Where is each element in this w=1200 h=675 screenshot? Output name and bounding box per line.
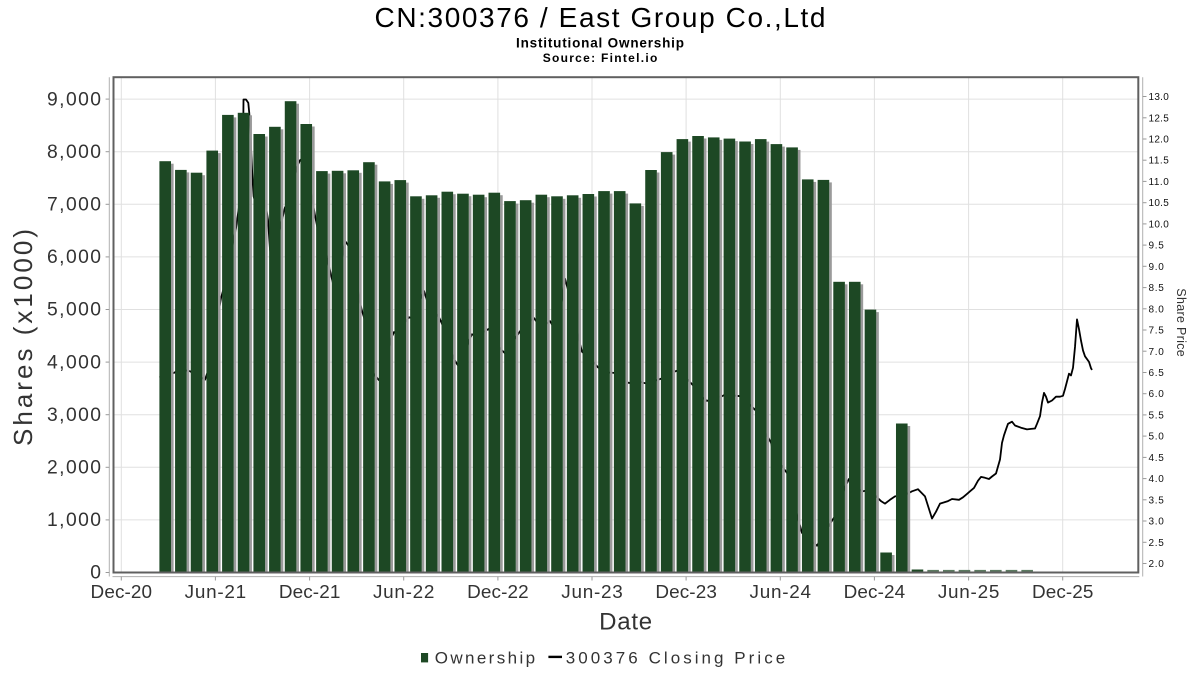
svg-text:5.0: 5.0 xyxy=(1149,432,1165,443)
svg-text:Ownership: Ownership xyxy=(435,648,535,667)
svg-text:7.0: 7.0 xyxy=(1149,347,1165,358)
svg-text:11.0: 11.0 xyxy=(1149,177,1170,188)
svg-text:4.0: 4.0 xyxy=(1149,474,1165,485)
svg-text:6.5: 6.5 xyxy=(1149,368,1165,379)
svg-text:Dec-24: Dec-24 xyxy=(844,582,906,603)
svg-text:Dec-20: Dec-20 xyxy=(91,582,153,603)
svg-text:5,000: 5,000 xyxy=(47,300,101,321)
svg-text:9.0: 9.0 xyxy=(1149,262,1165,273)
svg-text:Dec-25: Dec-25 xyxy=(1032,582,1094,603)
svg-text:8.5: 8.5 xyxy=(1149,283,1165,294)
svg-text:0: 0 xyxy=(90,563,101,584)
svg-text:Jun-24: Jun-24 xyxy=(750,582,812,603)
svg-text:Jun-22: Jun-22 xyxy=(373,582,435,603)
svg-text:3,000: 3,000 xyxy=(47,405,101,426)
svg-text:Jun-21: Jun-21 xyxy=(185,582,247,603)
svg-text:9.5: 9.5 xyxy=(1149,241,1165,252)
svg-text:6,000: 6,000 xyxy=(47,247,101,268)
svg-text:7,000: 7,000 xyxy=(47,195,101,216)
svg-text:12.5: 12.5 xyxy=(1149,113,1170,124)
svg-text:1,000: 1,000 xyxy=(47,510,101,531)
svg-text:Dec-23: Dec-23 xyxy=(655,582,717,603)
svg-text:10.5: 10.5 xyxy=(1149,198,1170,209)
svg-text:3.5: 3.5 xyxy=(1149,495,1165,506)
svg-text:10.0: 10.0 xyxy=(1149,219,1170,230)
svg-text:CN:300376 / East Group Co.,Ltd: CN:300376 / East Group Co.,Ltd xyxy=(375,2,826,33)
svg-text:13.0: 13.0 xyxy=(1149,92,1170,103)
svg-text:Dec-21: Dec-21 xyxy=(279,582,341,603)
svg-text:Jun-23: Jun-23 xyxy=(561,582,623,603)
svg-text:8.0: 8.0 xyxy=(1149,304,1165,315)
svg-text:12.0: 12.0 xyxy=(1149,135,1170,146)
svg-text:8,000: 8,000 xyxy=(47,142,101,163)
svg-text:Share Price: Share Price xyxy=(1174,288,1188,356)
svg-text:11.5: 11.5 xyxy=(1149,156,1170,167)
svg-text:300376 Closing Price: 300376 Closing Price xyxy=(566,648,785,667)
svg-text:5.5: 5.5 xyxy=(1149,410,1165,421)
svg-text:2.5: 2.5 xyxy=(1149,538,1165,549)
svg-text:Dec-22: Dec-22 xyxy=(467,582,529,603)
svg-text:4,000: 4,000 xyxy=(47,352,101,373)
svg-text:6.0: 6.0 xyxy=(1149,389,1165,400)
svg-text:Institutional Ownership: Institutional Ownership xyxy=(516,36,684,51)
svg-text:Jun-25: Jun-25 xyxy=(938,582,1000,603)
svg-text:4.5: 4.5 xyxy=(1149,453,1165,464)
svg-text:2.0: 2.0 xyxy=(1149,559,1165,570)
svg-text:7.5: 7.5 xyxy=(1149,326,1165,337)
svg-text:3.0: 3.0 xyxy=(1149,517,1165,528)
svg-text:2,000: 2,000 xyxy=(47,458,101,479)
svg-text:Date: Date xyxy=(599,609,652,636)
svg-text:9,000: 9,000 xyxy=(47,89,101,110)
